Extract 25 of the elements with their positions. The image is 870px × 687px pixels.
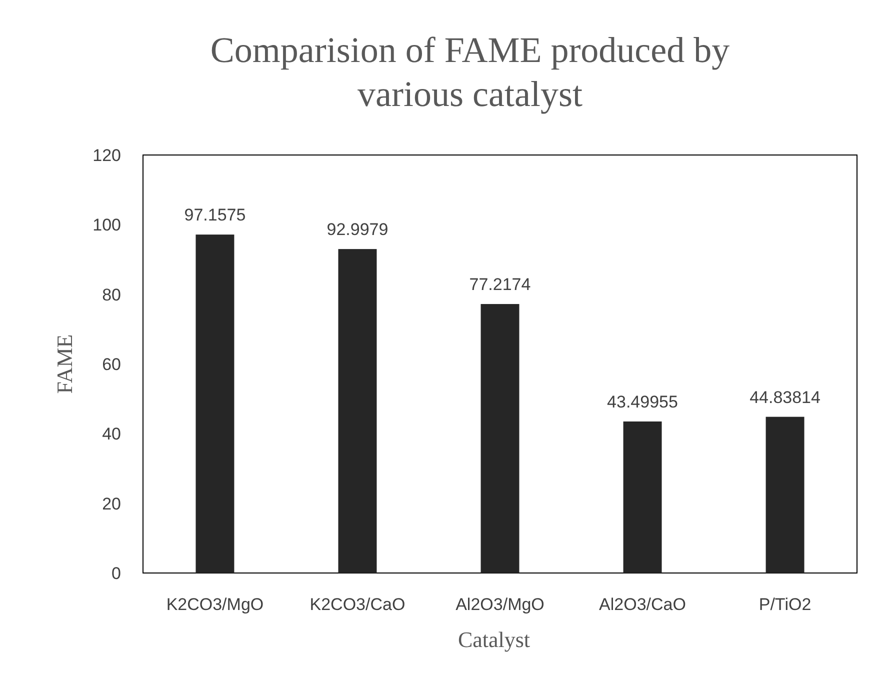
bar	[623, 421, 662, 573]
x-tick-label: Al2O3/MgO	[456, 595, 544, 614]
x-tick-label: K2CO3/MgO	[166, 595, 264, 614]
bar	[766, 416, 804, 573]
y-tick-label: 0	[112, 564, 121, 583]
bar	[338, 249, 377, 573]
bar	[196, 234, 234, 573]
y-tick-label: 60	[102, 355, 121, 374]
data-label: 97.1575	[184, 206, 246, 225]
data-label: 44.83814	[750, 388, 820, 407]
bar	[480, 304, 520, 573]
x-axis-title: Catalyst	[458, 627, 530, 652]
y-tick-label: 20	[102, 494, 121, 514]
y-tick-label: 40	[102, 424, 121, 444]
y-axis-title: FAME	[52, 334, 77, 394]
x-tick-label: P/TiO2	[758, 595, 812, 614]
data-label: 92.9979	[326, 220, 388, 240]
y-tick-label: 100	[92, 216, 121, 235]
x-tick-label: Al2O3/CaO	[599, 595, 686, 614]
y-tick-label: 80	[102, 285, 121, 304]
x-tick-label: K2CO3/CaO	[310, 595, 406, 614]
data-label: 43.49955	[607, 392, 678, 412]
data-label: 77.2174	[469, 275, 531, 294]
y-tick-label: 120	[92, 146, 121, 165]
chart-title: Comparision of FAME produced by various catalyst	[210, 30, 730, 114]
